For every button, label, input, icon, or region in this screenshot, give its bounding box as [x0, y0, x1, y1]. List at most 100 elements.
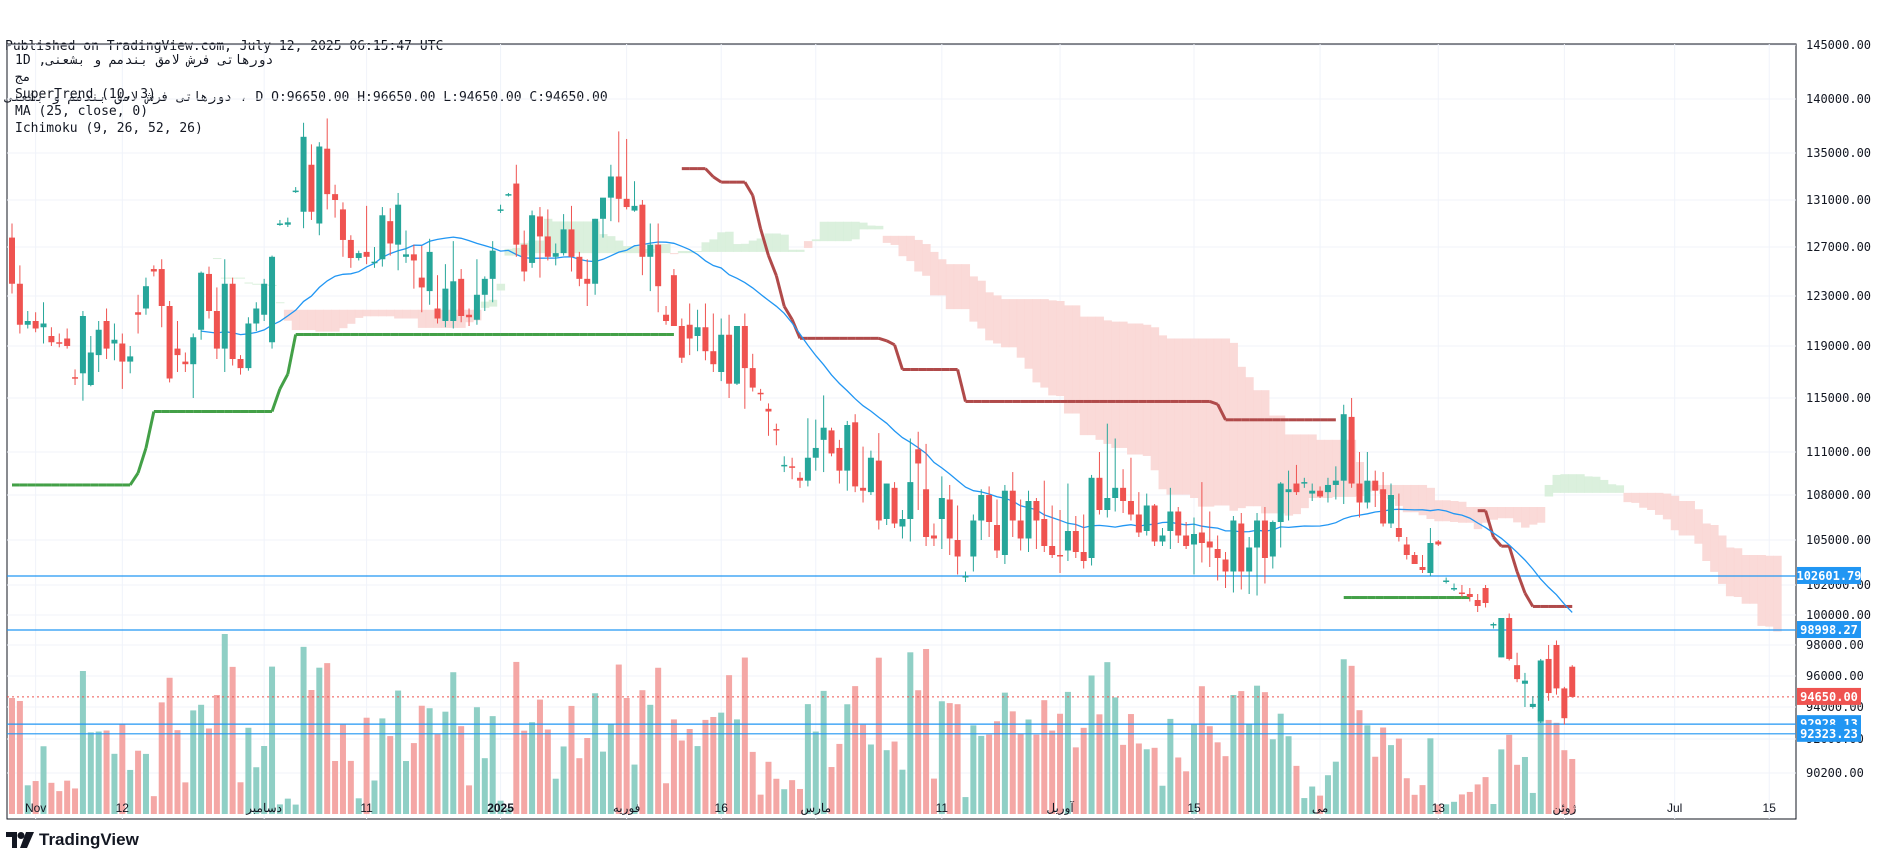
cloud-segment [953, 264, 963, 310]
candle-body [1482, 588, 1489, 603]
candle-body [1080, 552, 1087, 561]
candle-body [1206, 541, 1213, 548]
volume-bar [95, 731, 102, 814]
cloud-segment [866, 225, 876, 230]
candle-body [1261, 520, 1268, 558]
candle-body [1057, 555, 1064, 557]
volume-bar [1096, 714, 1103, 814]
cloud-segment [236, 277, 246, 279]
candle-body [355, 253, 362, 259]
cloud-segment [969, 276, 978, 322]
volume-bar [1388, 745, 1394, 814]
volume-bar [300, 646, 307, 814]
volume-bar [1569, 758, 1576, 814]
grid-lines [7, 44, 1796, 819]
cloud-segment [323, 309, 332, 332]
cloud-segment [370, 309, 380, 317]
volume-bar [150, 796, 157, 814]
volume-bar [1324, 775, 1331, 814]
candle-body [206, 273, 212, 311]
cloud-segment [1418, 484, 1428, 516]
cloud-segment [796, 249, 805, 252]
candle-body [182, 361, 189, 365]
legend-exchange: مج [15, 70, 31, 85]
volume-bar [915, 690, 922, 814]
candle-body [615, 176, 622, 199]
cloud-segment [740, 243, 750, 252]
volume-bar [1380, 727, 1387, 814]
candle-body [229, 283, 236, 359]
cloud-segment [788, 249, 797, 252]
legend-ichimoku[interactable]: Ichimoku (9, 26, 52, 26) [15, 121, 203, 136]
candle-body [1553, 645, 1560, 689]
candle-body [56, 342, 63, 344]
volume-bar [1143, 749, 1150, 814]
volume-bar [1372, 756, 1379, 814]
cloud-segment [1576, 474, 1585, 493]
cloud-segment [1623, 492, 1632, 503]
candle-body [954, 540, 961, 557]
horizontal-price-lines[interactable] [7, 575, 1796, 735]
time-axis[interactable]: Nov 12 دسامبر 11 2025 فوریه 16 مارس 11 آوریل 15 می 1… [25, 800, 1776, 815]
tradingview-logo[interactable]: TradingView [6, 830, 139, 850]
volume-bar [379, 718, 386, 814]
x-tick-label: Jul [1667, 801, 1682, 815]
volume-bar [481, 758, 488, 814]
cloud-segment [252, 283, 261, 285]
candle-body [797, 477, 803, 481]
volume-bar [1340, 659, 1347, 814]
volume-bar [907, 652, 914, 814]
cloud-segment [315, 309, 324, 332]
cloud-segment [906, 235, 915, 262]
y-tick-label: 105000.00 [1806, 533, 1871, 547]
cloud-segment [1725, 547, 1735, 597]
cloud-segment [331, 309, 340, 332]
candle-body [938, 498, 945, 519]
volume-bar [1167, 718, 1174, 814]
volume-bar [308, 690, 315, 814]
cloud-segment [1087, 316, 1097, 436]
cloud-segment [662, 244, 671, 254]
volume-bar [1049, 730, 1056, 814]
volume-bar [552, 778, 559, 814]
legend-supertrend[interactable]: SuperTrend (10, 3) [15, 87, 156, 102]
cloud-segment [717, 232, 726, 252]
candle-body [994, 525, 1000, 551]
candle-body [804, 457, 811, 481]
cloud-segment [1032, 299, 1041, 383]
legend-ma[interactable]: MA (25, close, 0) [15, 104, 149, 119]
volume-bar [1490, 804, 1497, 814]
volume-bar [694, 746, 701, 814]
volume-bar [1561, 750, 1568, 814]
supertrend-segment [956, 369, 967, 402]
legend-symbol[interactable]: 1D ,دورهاتی فرش لامق بندمم و بشعنی [15, 53, 274, 68]
volume-bar [442, 711, 449, 814]
volume-bar [9, 698, 15, 814]
cloud-segment [985, 292, 994, 341]
volume-bar [1466, 791, 1473, 814]
cloud-segment [1584, 476, 1593, 493]
candle-body [284, 222, 291, 225]
cloud-segment [1678, 501, 1688, 536]
candle-body [292, 190, 299, 193]
volume-bar [1230, 695, 1237, 814]
candle-body [1395, 528, 1402, 537]
candle-body [978, 495, 985, 521]
volume-bar [339, 724, 346, 814]
candle-body [1009, 490, 1016, 521]
candle-body [1411, 555, 1418, 564]
candle-body [1269, 522, 1276, 557]
cloud-segment [1127, 323, 1136, 455]
candle-body [1521, 680, 1528, 684]
candle-body [962, 576, 969, 578]
candle-body [663, 314, 670, 321]
volume-bar [158, 702, 165, 814]
y-tick-label: 108000.00 [1806, 488, 1871, 502]
volume-bar [1317, 795, 1324, 814]
y-tick-label: 123000.00 [1806, 289, 1871, 303]
candle-body [678, 326, 685, 358]
candle-body [347, 239, 354, 259]
price-axis[interactable]: 145000.00 140000.00 135000.00 131000.00 1270… [1806, 38, 1871, 780]
supertrend-segment [782, 305, 794, 321]
